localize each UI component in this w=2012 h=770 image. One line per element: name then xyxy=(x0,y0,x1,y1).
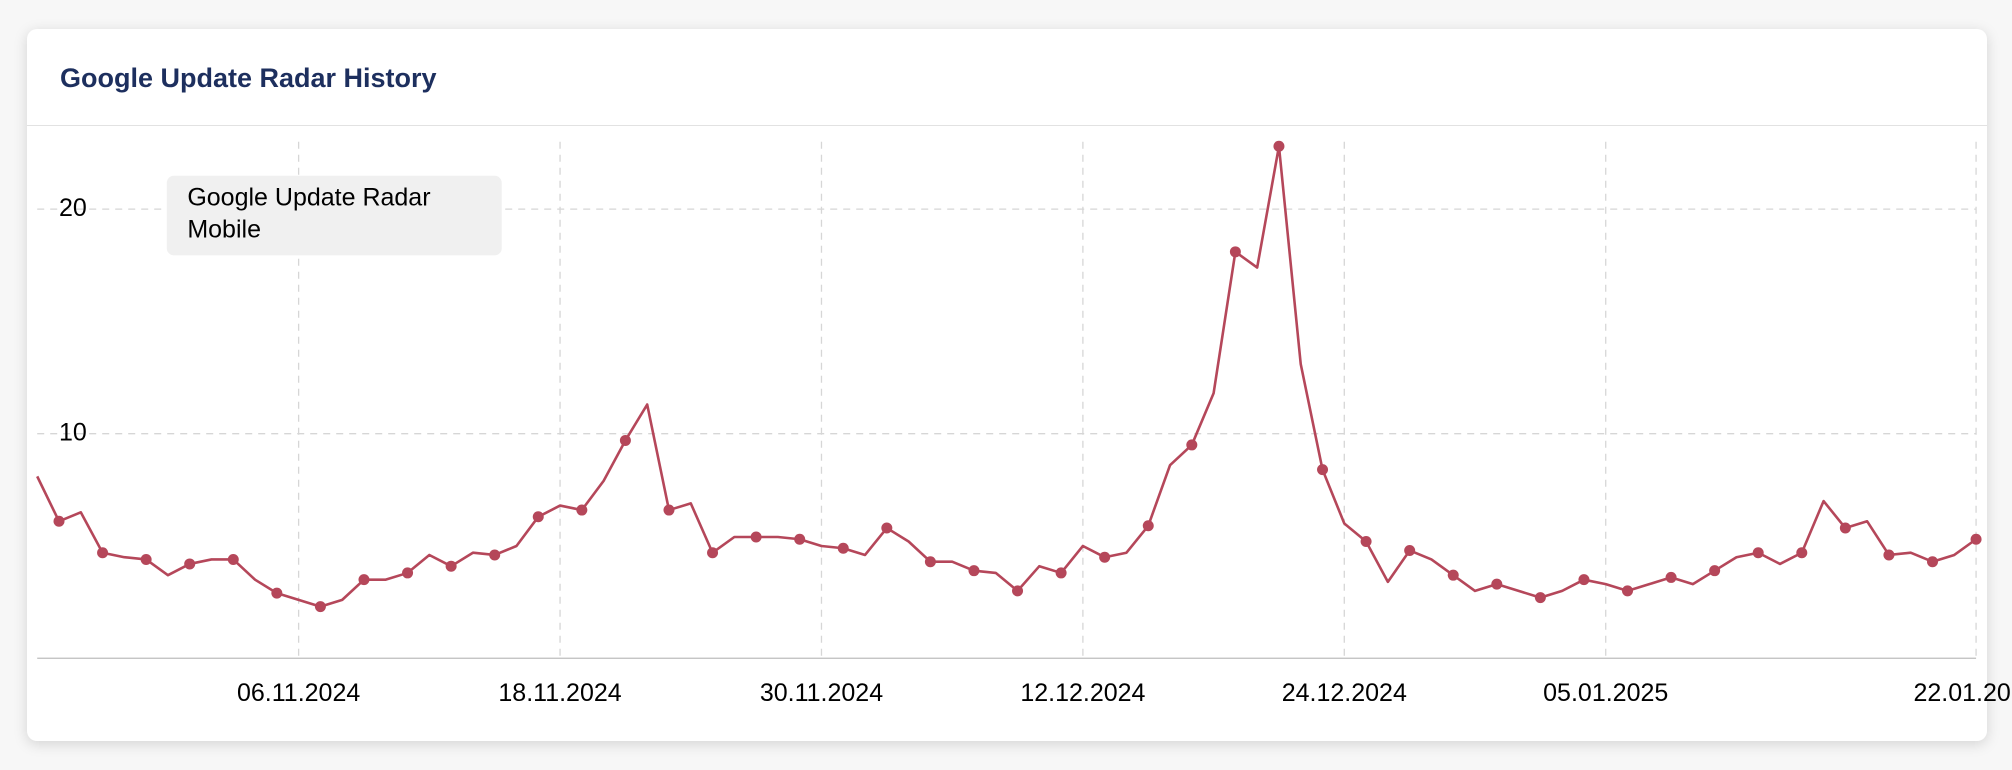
marker xyxy=(1665,571,1677,583)
marker xyxy=(881,522,893,534)
marker xyxy=(663,504,675,516)
marker xyxy=(402,567,414,579)
legend-title: Google Update Radar xyxy=(187,183,430,211)
marker xyxy=(1839,522,1851,534)
x-tick-label: 24.12.2024 xyxy=(1282,679,1407,707)
marker xyxy=(1360,535,1372,547)
x-tick-label: 18.11.2024 xyxy=(498,679,621,707)
marker xyxy=(532,511,544,523)
x-tick-label: 12.12.2024 xyxy=(1020,679,1145,707)
marker xyxy=(1229,246,1241,258)
marker xyxy=(1099,551,1111,563)
divider xyxy=(27,125,1987,126)
y-tick-label: 10 xyxy=(59,418,87,446)
marker xyxy=(184,558,196,570)
marker xyxy=(1709,565,1721,577)
marker xyxy=(1491,578,1503,590)
marker xyxy=(1273,140,1285,152)
card: Google Update Radar History xyxy=(27,29,1987,741)
x-tick-label: 06.11.2024 xyxy=(237,679,360,707)
x-tick-label: 05.01.2025 xyxy=(1543,679,1668,707)
marker xyxy=(1447,569,1459,581)
x-tick-label: 22.01.2025 xyxy=(1914,679,2012,707)
marker xyxy=(750,531,762,543)
marker xyxy=(97,547,109,559)
marker xyxy=(358,574,370,586)
marker xyxy=(968,565,980,577)
legend-entry: Mobile xyxy=(187,216,261,244)
marker xyxy=(227,553,239,565)
marker xyxy=(1317,464,1329,476)
marker xyxy=(1142,520,1154,532)
marker xyxy=(53,515,65,527)
y-tick-label: 20 xyxy=(59,194,87,222)
marker xyxy=(271,587,283,599)
x-tick-label: 30.11.2024 xyxy=(760,679,883,707)
marker xyxy=(445,560,457,572)
legend-box xyxy=(166,175,502,256)
marker xyxy=(1534,592,1546,604)
marker xyxy=(837,542,849,554)
marker xyxy=(1578,574,1590,586)
marker xyxy=(1883,549,1895,561)
marker xyxy=(619,434,631,446)
marker xyxy=(489,549,501,561)
marker xyxy=(794,533,806,545)
marker xyxy=(1012,585,1024,597)
marker xyxy=(924,556,936,568)
marker xyxy=(1186,439,1198,451)
marker xyxy=(140,553,152,565)
marker xyxy=(314,601,326,613)
marker xyxy=(1752,547,1764,559)
marker xyxy=(1970,533,1982,545)
marker xyxy=(707,547,719,559)
marker xyxy=(1622,585,1634,597)
marker xyxy=(1796,547,1808,559)
card-title: Google Update Radar History xyxy=(60,63,437,93)
marker xyxy=(1404,544,1416,556)
marker xyxy=(1055,567,1067,579)
marker xyxy=(576,504,588,516)
marker xyxy=(1927,556,1939,568)
